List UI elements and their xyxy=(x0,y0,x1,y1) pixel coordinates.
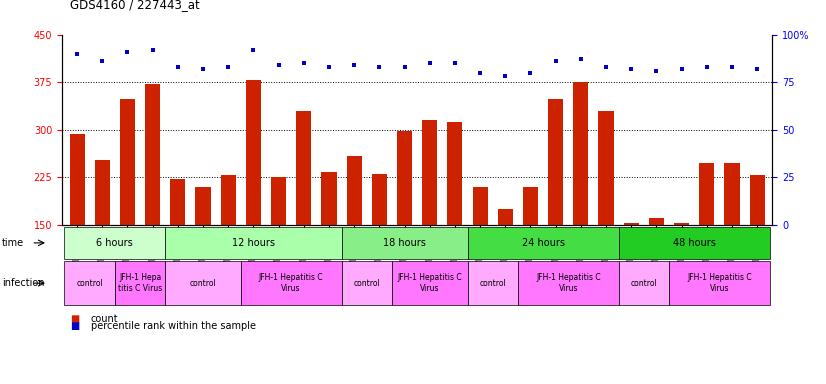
Bar xyxy=(472,187,487,320)
Text: JFH-1 Hepa
titis C Virus: JFH-1 Hepa titis C Virus xyxy=(118,273,162,293)
Bar xyxy=(750,175,765,320)
Text: JFH-1 Hepatitis C
Virus: JFH-1 Hepatitis C Virus xyxy=(397,273,462,293)
Point xyxy=(423,60,436,66)
Point xyxy=(171,64,184,70)
Bar xyxy=(674,223,689,320)
Bar xyxy=(700,162,714,320)
Point xyxy=(197,66,210,72)
Text: JFH-1 Hepatitis C
Virus: JFH-1 Hepatitis C Virus xyxy=(687,273,752,293)
Text: control: control xyxy=(354,279,380,288)
Point xyxy=(725,64,738,70)
Bar xyxy=(347,156,362,320)
Bar xyxy=(448,122,463,320)
Text: control: control xyxy=(630,279,657,288)
Point xyxy=(449,60,462,66)
Text: 12 hours: 12 hours xyxy=(232,238,275,248)
Text: 24 hours: 24 hours xyxy=(521,238,565,248)
Point xyxy=(96,58,109,64)
Text: time: time xyxy=(2,238,24,248)
Point xyxy=(121,49,134,55)
Point xyxy=(751,66,764,72)
Point xyxy=(675,66,688,72)
Point xyxy=(297,60,311,66)
Bar xyxy=(196,187,211,320)
Bar xyxy=(69,134,84,320)
Text: JFH-1 Hepatitis C
Virus: JFH-1 Hepatitis C Virus xyxy=(259,273,324,293)
Bar xyxy=(599,111,614,320)
Point xyxy=(524,70,537,76)
Bar xyxy=(548,99,563,320)
Point xyxy=(700,64,714,70)
Point xyxy=(146,47,159,53)
Text: infection: infection xyxy=(2,278,44,288)
Point xyxy=(574,56,587,62)
Point xyxy=(272,62,285,68)
Point xyxy=(473,70,487,76)
Bar xyxy=(498,209,513,320)
Point xyxy=(600,64,613,70)
Bar xyxy=(573,82,588,320)
Bar xyxy=(724,162,739,320)
Bar xyxy=(297,111,311,320)
Point xyxy=(70,51,83,57)
Point xyxy=(398,64,411,70)
Bar xyxy=(422,120,437,320)
Text: count: count xyxy=(91,314,118,324)
Point xyxy=(221,64,235,70)
Text: 48 hours: 48 hours xyxy=(673,238,715,248)
Point xyxy=(247,47,260,53)
Point xyxy=(348,62,361,68)
Text: JFH-1 Hepatitis C
Virus: JFH-1 Hepatitis C Virus xyxy=(536,273,601,293)
Text: control: control xyxy=(190,279,216,288)
Point xyxy=(624,66,638,72)
Bar xyxy=(523,187,538,320)
Point xyxy=(373,64,386,70)
Bar xyxy=(95,160,110,320)
Bar xyxy=(649,218,664,320)
Bar xyxy=(321,172,336,320)
Text: control: control xyxy=(479,279,506,288)
Text: control: control xyxy=(76,279,103,288)
Text: ■: ■ xyxy=(70,321,79,331)
Bar xyxy=(372,174,387,320)
Bar xyxy=(624,223,638,320)
Text: ■: ■ xyxy=(70,314,79,324)
Bar xyxy=(145,84,160,320)
Bar xyxy=(397,131,412,320)
Text: 6 hours: 6 hours xyxy=(97,238,133,248)
Bar xyxy=(246,80,261,320)
Bar xyxy=(120,99,135,320)
Bar xyxy=(271,177,286,320)
Text: GDS4160 / 227443_at: GDS4160 / 227443_at xyxy=(70,0,200,12)
Text: percentile rank within the sample: percentile rank within the sample xyxy=(91,321,256,331)
Point xyxy=(322,64,335,70)
Text: 18 hours: 18 hours xyxy=(383,238,426,248)
Bar xyxy=(170,179,185,320)
Point xyxy=(499,73,512,79)
Point xyxy=(549,58,563,64)
Point xyxy=(650,68,663,74)
Bar xyxy=(221,175,235,320)
